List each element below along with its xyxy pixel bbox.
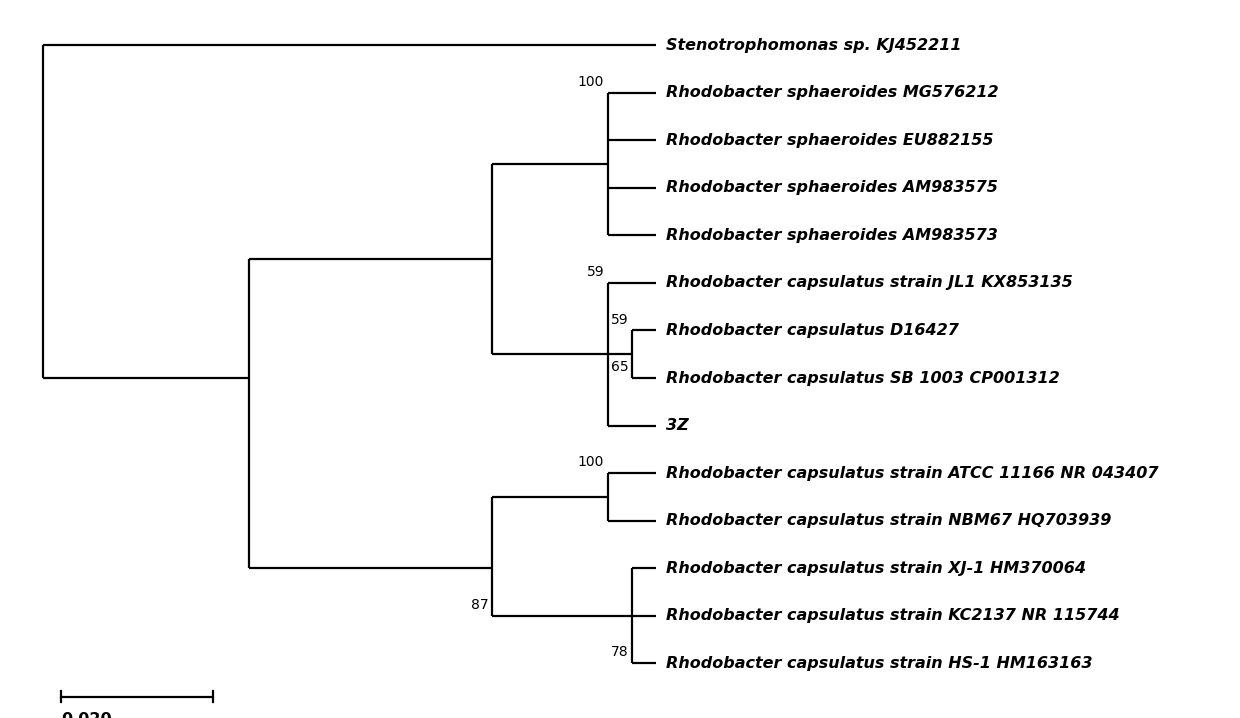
Text: 3Z: 3Z — [666, 418, 689, 433]
Text: Rhodobacter capsulatus strain JL1 KX853135: Rhodobacter capsulatus strain JL1 KX8531… — [666, 276, 1073, 290]
Text: Rhodobacter capsulatus strain NBM67 HQ703939: Rhodobacter capsulatus strain NBM67 HQ70… — [666, 513, 1111, 528]
Text: Rhodobacter capsulatus SB 1003 CP001312: Rhodobacter capsulatus SB 1003 CP001312 — [666, 370, 1060, 386]
Text: 78: 78 — [611, 645, 629, 659]
Text: Rhodobacter capsulatus D16427: Rhodobacter capsulatus D16427 — [666, 323, 959, 338]
Text: Rhodobacter capsulatus strain HS-1 HM163163: Rhodobacter capsulatus strain HS-1 HM163… — [666, 656, 1092, 671]
Text: Rhodobacter capsulatus strain KC2137 NR 115744: Rhodobacter capsulatus strain KC2137 NR … — [666, 608, 1120, 623]
Text: 100: 100 — [578, 455, 604, 470]
Text: 59: 59 — [611, 312, 629, 327]
Text: 87: 87 — [471, 598, 489, 612]
Text: 100: 100 — [578, 75, 604, 89]
Text: Rhodobacter sphaeroides EU882155: Rhodobacter sphaeroides EU882155 — [666, 133, 993, 148]
Text: Rhodobacter capsulatus strain XJ-1 HM370064: Rhodobacter capsulatus strain XJ-1 HM370… — [666, 561, 1086, 576]
Text: Rhodobacter sphaeroides AM983573: Rhodobacter sphaeroides AM983573 — [666, 228, 998, 243]
Text: Rhodobacter sphaeroides MG576212: Rhodobacter sphaeroides MG576212 — [666, 85, 998, 101]
Text: Rhodobacter capsulatus strain ATCC 11166 NR 043407: Rhodobacter capsulatus strain ATCC 11166… — [666, 465, 1158, 480]
Text: 0.020: 0.020 — [61, 712, 112, 718]
Text: Rhodobacter sphaeroides AM983575: Rhodobacter sphaeroides AM983575 — [666, 180, 998, 195]
Text: Stenotrophomonas sp. KJ452211: Stenotrophomonas sp. KJ452211 — [666, 38, 962, 52]
Text: 59: 59 — [587, 265, 604, 279]
Text: 65: 65 — [611, 360, 629, 374]
